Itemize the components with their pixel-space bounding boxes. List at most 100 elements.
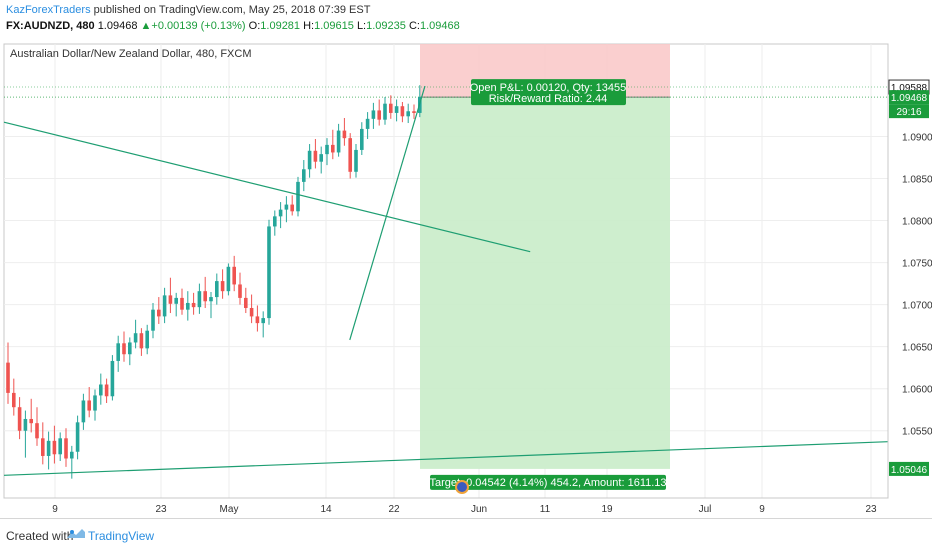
countdown-tag: 29:16: [896, 107, 921, 118]
candle-body: [302, 169, 306, 182]
candle-body: [191, 302, 196, 308]
candle-body: [12, 392, 16, 408]
tradingview-brand[interactable]: TradingView: [88, 529, 155, 543]
high-value: 1.09615: [314, 20, 354, 32]
x-tick-label: 22: [388, 504, 400, 515]
candle-body: [157, 309, 161, 317]
candle-body: [139, 333, 144, 349]
candle-body: [58, 438, 62, 455]
y-tick-label: 1.05500: [902, 427, 932, 438]
candle-body: [46, 440, 51, 456]
chart-header: KazForexTraders published on TradingView…: [0, 0, 932, 38]
last-price: 1.09468: [97, 20, 138, 32]
current-tag: 1.09468: [891, 93, 928, 104]
close-value: 1.09468: [419, 20, 460, 32]
close-label: C:: [408, 20, 420, 32]
symbol-label: FX:AUDNZD, 480: [6, 20, 95, 32]
candle-body: [197, 291, 202, 308]
x-tick-label: 23: [155, 504, 167, 515]
y-tick-label: 1.07500: [902, 259, 932, 270]
candle-body: [110, 360, 115, 397]
candle-body: [249, 307, 254, 317]
candle-body: [278, 209, 283, 217]
risk-reward-text: Risk/Reward Ratio: 2.44: [489, 93, 608, 105]
author-link[interactable]: KazForexTraders: [6, 4, 91, 16]
candle-body: [220, 281, 225, 292]
open-label: O:: [248, 20, 261, 32]
candle-body: [6, 362, 10, 393]
candle-body: [145, 330, 149, 349]
candle-body: [296, 181, 300, 212]
candle-body: [41, 438, 45, 456]
trendline: [3, 121, 531, 253]
candle-body: [209, 297, 213, 302]
y-tick-label: 1.08500: [902, 175, 932, 186]
candle-body: [81, 400, 86, 423]
x-tick-label: 19: [601, 504, 613, 515]
candle-body: [116, 343, 120, 361]
candle-body: [365, 118, 370, 129]
candle-body: [290, 204, 294, 212]
candle-body: [75, 422, 80, 452]
change-up-icon: ▲: [140, 20, 152, 32]
chart-title: Australian Dollar/New Zealand Dollar, 48…: [10, 48, 252, 60]
candle-body: [35, 423, 39, 439]
low-label: L:: [356, 20, 367, 32]
candle-body: [70, 451, 74, 459]
candle-body: [389, 103, 393, 113]
candle-body: [325, 144, 329, 155]
candle-body: [17, 407, 22, 431]
candle-body: [93, 395, 97, 411]
created-with-text: Created with: [6, 529, 74, 543]
candle-body: [371, 110, 376, 119]
candle-body: [313, 150, 318, 162]
profit-zone: [420, 97, 670, 469]
y-tick-label: 1.06000: [902, 385, 932, 396]
y-tick-label: 1.07000: [902, 301, 932, 312]
target-tag: 1.05046: [891, 465, 928, 476]
high-label: H:: [303, 20, 315, 32]
candle-body: [168, 295, 173, 304]
open-pnl-text: Open P&L: 0.00120, Qty: 13455: [470, 82, 627, 94]
open-value: 1.09281: [260, 20, 301, 32]
candle-body: [348, 138, 352, 172]
stop-tag: 1.09588: [891, 83, 928, 94]
trendline: [3, 441, 889, 476]
candle-body: [261, 318, 265, 324]
candle-body: [180, 297, 184, 310]
candle-body: [122, 343, 126, 355]
publish-info: KazForexTraders published on TradingView…: [6, 4, 370, 16]
event-icon-inner: [457, 482, 467, 492]
price-chart[interactable]: Australian Dollar/New Zealand Dollar, 48…: [0, 38, 932, 518]
candle-body: [52, 440, 57, 455]
candle-body: [267, 226, 271, 319]
x-tick-label: May: [220, 504, 239, 515]
candle-body: [412, 111, 416, 113]
candle-body: [400, 106, 405, 117]
x-tick-label: 23: [865, 504, 877, 515]
candle-body: [360, 128, 364, 150]
candle-body: [394, 106, 399, 113]
open-pnl-label: Open P&L: 0.00120, Qty: 13455Risk/Reward…: [470, 79, 627, 106]
candle-body: [215, 281, 219, 298]
x-tick-label: Jun: [471, 504, 487, 515]
current-tag-bg: [889, 90, 929, 105]
candle-body: [244, 297, 248, 308]
candle-body: [174, 297, 178, 304]
candle-body: [354, 149, 358, 172]
candle-body: [29, 418, 33, 424]
target-label: Target: 0.04542 (4.14%) 454.2, Amount: 1…: [429, 474, 667, 490]
candle-body: [87, 400, 91, 411]
low-value: 1.09235: [366, 20, 406, 32]
candle-body: [342, 130, 347, 139]
candle-body: [99, 384, 103, 396]
candle-body: [104, 384, 109, 397]
target-tag-bg: [889, 461, 929, 476]
target-text: Target: 0.04542 (4.14%) 454.2, Amount: 1…: [429, 477, 666, 489]
candle-body: [336, 130, 341, 153]
x-tick-label: 9: [52, 504, 58, 515]
y-tick-label: 1.09000: [902, 132, 932, 143]
candle-body: [226, 266, 231, 292]
candle-body: [383, 103, 387, 120]
candle-body: [232, 266, 236, 285]
